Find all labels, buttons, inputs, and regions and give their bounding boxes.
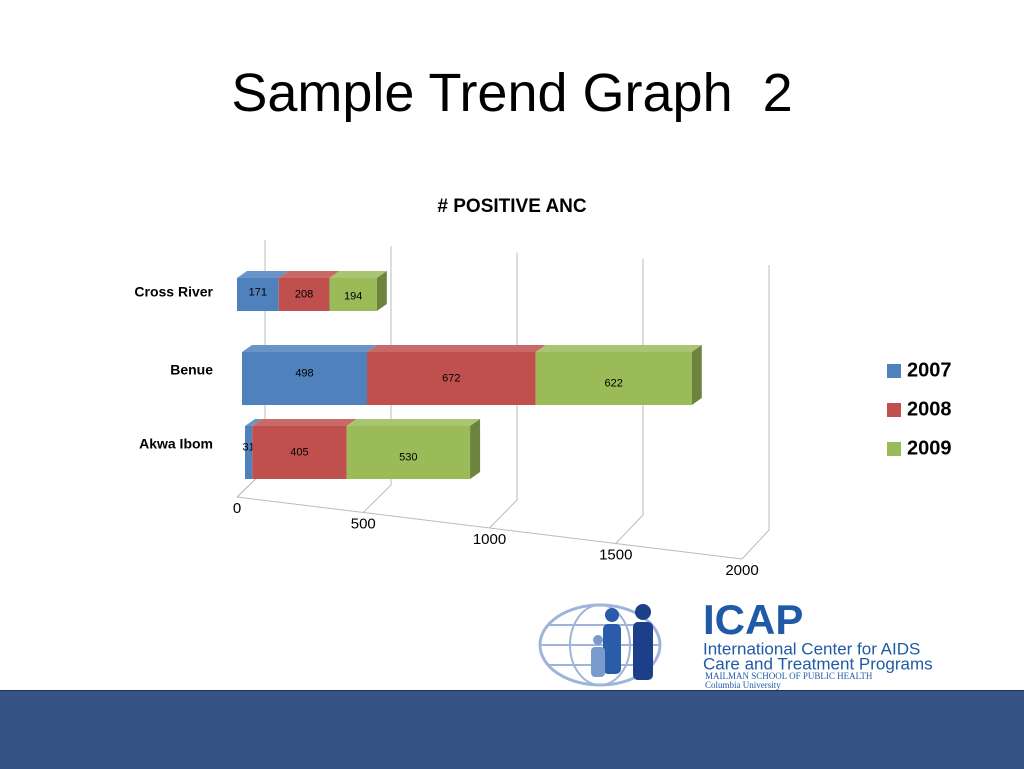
logo: ICAP International Center for AIDS Care … [538, 596, 933, 690]
bar-segment [366, 352, 536, 405]
logo-name: ICAP [703, 596, 803, 643]
data-label: 498 [295, 367, 313, 379]
bar-side [376, 271, 387, 311]
x-tick-label: 0 [233, 500, 241, 517]
grid-line [741, 265, 770, 560]
slide-title: Sample Trend Graph 2 [231, 63, 793, 123]
logo-figure [591, 647, 605, 677]
bar-segment [346, 426, 471, 479]
logo-figure [593, 635, 603, 645]
bar-top [278, 271, 340, 278]
bar-top [535, 345, 702, 352]
bar-segment [329, 278, 377, 311]
axis-floor [236, 496, 743, 560]
chart: # POSITIVE ANC ICAP International Center… [134, 196, 952, 690]
data-label: 208 [295, 288, 313, 300]
logo-text: International Center for AIDS [703, 639, 920, 658]
y-tick-label: Benue [170, 362, 213, 378]
grid-line [615, 258, 644, 544]
data-label: 405 [290, 446, 308, 458]
logo-figure [605, 608, 619, 622]
logo-text: MAILMAN SCHOOL OF PUBLIC HEALTH [705, 671, 873, 681]
legend-swatch [887, 364, 901, 378]
x-tick-label: 500 [351, 515, 376, 532]
grid-line [489, 252, 518, 529]
bar-side [691, 345, 702, 405]
x-tick-label: 1000 [473, 531, 506, 548]
data-label: 530 [399, 451, 417, 463]
bar-segment [242, 352, 367, 405]
logo-figure [635, 604, 651, 620]
data-label: 672 [442, 372, 460, 384]
bar-segment [245, 426, 253, 479]
data-label: 171 [249, 286, 267, 298]
bar-top [346, 419, 481, 426]
bar-top [237, 271, 289, 278]
bar-top [366, 345, 546, 352]
logo-text: Columbia University [705, 680, 781, 690]
x-tick-label: 2000 [725, 562, 758, 579]
data-label: 31 [242, 441, 254, 453]
y-tick-label: Akwa Ibom [139, 436, 213, 452]
bar-top [252, 419, 357, 426]
footer-band [0, 690, 1024, 769]
bar-top [245, 419, 263, 426]
logo-figure [633, 622, 653, 680]
bar-segment [237, 278, 279, 311]
x-tick-label: 1500 [599, 546, 632, 563]
bar-top [329, 271, 387, 278]
y-tick-label: Cross River [134, 284, 213, 300]
data-label: 194 [344, 290, 362, 302]
grid-line [362, 246, 392, 513]
data-label: 622 [605, 377, 623, 389]
bar-segment [252, 426, 347, 479]
logo-text: Care and Treatment Programs [703, 654, 933, 673]
logo-figure [603, 624, 621, 674]
legend-swatch [887, 442, 901, 456]
bar-segment [278, 278, 330, 311]
legend-label: 2008 [907, 398, 952, 420]
bar-segment [535, 352, 692, 405]
bar-top [242, 345, 377, 352]
legend-label: 2009 [907, 437, 952, 459]
legend-label: 2007 [907, 359, 952, 381]
bar-side [470, 419, 481, 479]
chart-title: # POSITIVE ANC [437, 196, 586, 217]
legend-swatch [887, 403, 901, 417]
